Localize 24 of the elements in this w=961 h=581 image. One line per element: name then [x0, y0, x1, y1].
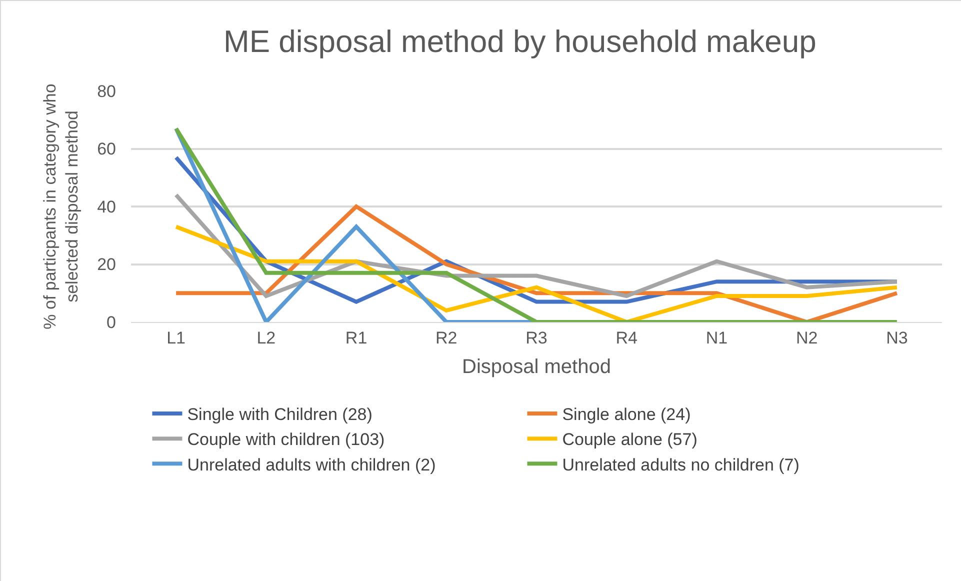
y-axis-title: % of particpants in category who selected disposal method	[40, 84, 82, 330]
x-tick-label: N3	[886, 328, 908, 348]
y-tick-label: 20	[97, 255, 116, 274]
x-axis-title: Disposal method	[462, 356, 611, 378]
chart-title: ME disposal method by household makeup	[224, 24, 816, 59]
x-tick-label: N2	[796, 328, 818, 348]
legend-label: Couple alone (57)	[562, 430, 698, 450]
line-series	[174, 224, 899, 322]
y-tick-label: 80	[97, 82, 116, 101]
legend-label: Unrelated adults with children (2)	[187, 455, 436, 474]
x-tick-label: R1	[345, 328, 368, 348]
x-tick-label: R3	[526, 328, 548, 348]
x-tick-label: L1	[166, 328, 186, 348]
y-tick-label: 0	[106, 312, 116, 332]
y-tick-label: 60	[97, 140, 116, 159]
y-tick-label: 40	[97, 197, 116, 216]
x-tick-label: R4	[616, 328, 638, 348]
x-tick-label: L2	[256, 328, 276, 348]
x-tick-label: N1	[706, 328, 728, 348]
legend-label: Couple with children (103)	[187, 430, 385, 450]
legend-label: Single with Children (28)	[187, 405, 372, 424]
legend-label: Single alone (24)	[562, 405, 691, 424]
legend-label: Unrelated adults no children (7)	[562, 455, 800, 474]
x-tick-label: R2	[436, 328, 458, 348]
